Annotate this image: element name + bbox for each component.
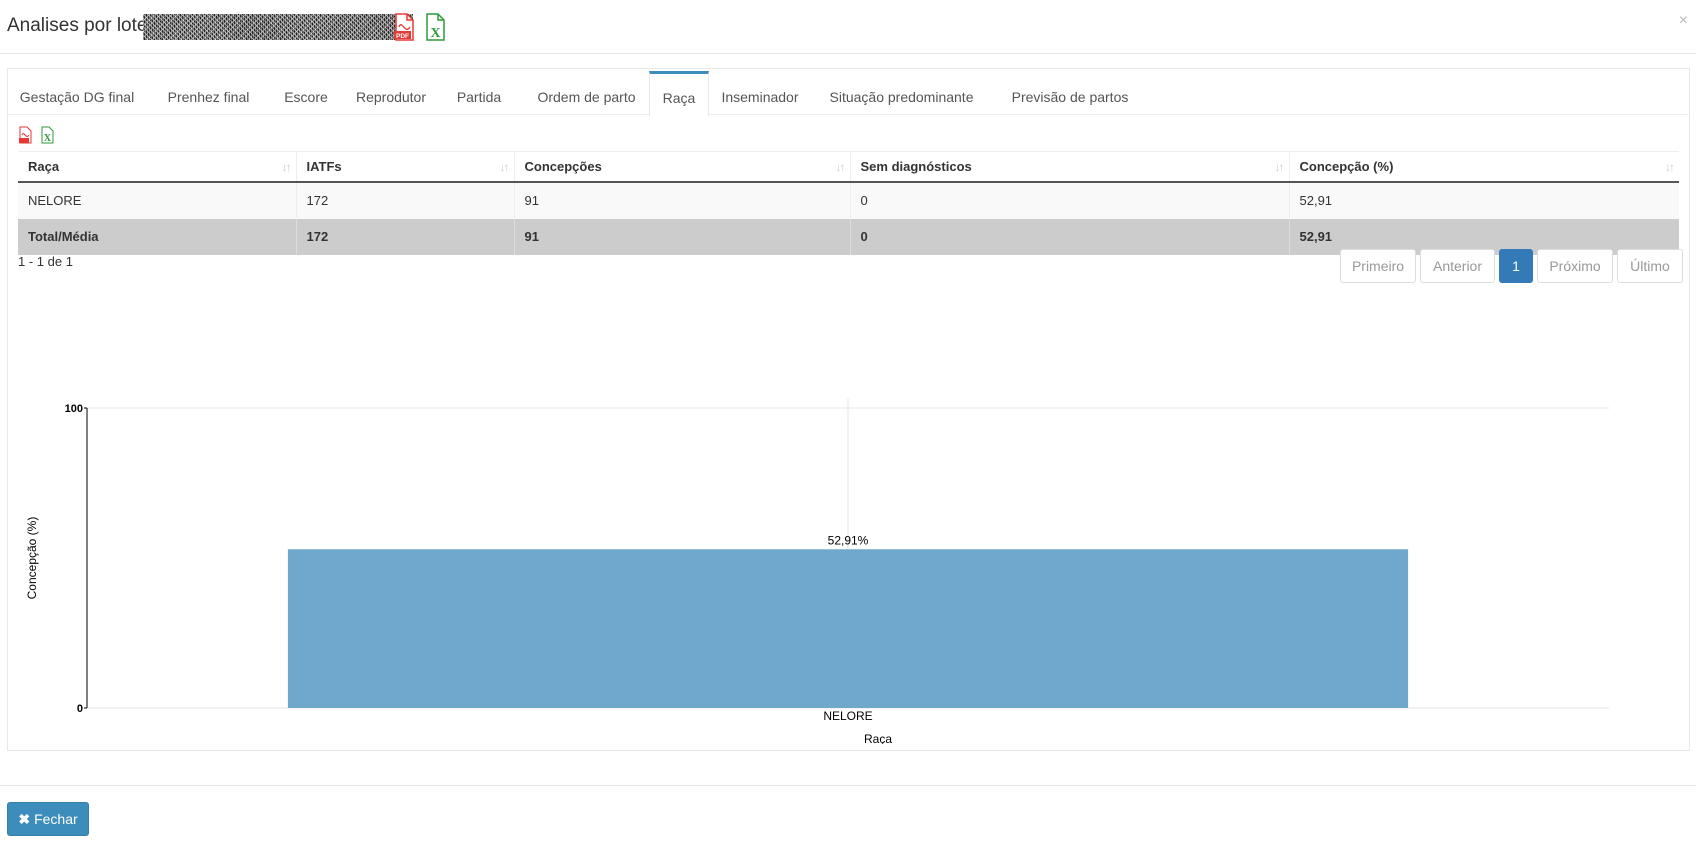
tab-inseminador[interactable]: Inseminador: [721, 89, 799, 105]
table-row: NELORE 172 91 0 52,91: [18, 181, 1679, 219]
table-total-row: Total/Média 172 91 0 52,91: [18, 218, 1679, 255]
page-prev-button[interactable]: Anterior: [1420, 249, 1495, 283]
col-header-label: Raça: [28, 158, 60, 174]
table-pdf-icon[interactable]: [18, 126, 32, 144]
redacted-lot-name: [143, 14, 413, 40]
svg-text:PDF: PDF: [396, 33, 409, 40]
cell-concepcoes: 91: [513, 181, 850, 219]
sort-icon[interactable]: ↓↑: [1665, 160, 1675, 174]
y-tick-label: 100: [65, 403, 83, 415]
excel-file-icon[interactable]: X: [424, 13, 446, 41]
bar-nelore[interactable]: [287, 549, 1409, 708]
svg-text:X: X: [44, 133, 52, 144]
page-first-button[interactable]: Primeiro: [1340, 249, 1416, 283]
tab-partida[interactable]: Partida: [456, 89, 502, 105]
col-header-concepcoes[interactable]: Concepções ↓↑: [513, 151, 850, 183]
table-excel-icon[interactable]: X: [40, 126, 54, 144]
col-header-label: Concepção (%): [1299, 158, 1394, 174]
col-header-label: Sem diagnósticos: [860, 158, 972, 174]
tab-prenhez-final[interactable]: Prenhez final: [167, 89, 250, 105]
pdf-file-icon[interactable]: PDF: [393, 13, 415, 41]
tab-ordem-de-parto[interactable]: Ordem de parto: [537, 89, 636, 105]
total-sem-diagnosticos: 0: [849, 218, 1289, 255]
cell-concepcao-pct: 52,91: [1288, 181, 1679, 219]
tab-bar: Gestação DG final Prenhez final Escore R…: [8, 71, 1689, 116]
col-header-label: Concepções: [524, 158, 602, 174]
sort-icon[interactable]: ↓↑: [1274, 160, 1285, 174]
chart-bars: 52,91%: [287, 533, 1409, 708]
col-header-iatfs[interactable]: IATFs ↓↑: [295, 151, 514, 183]
tab-escore[interactable]: Escore: [284, 89, 328, 105]
close-icon[interactable]: ×: [1678, 12, 1688, 29]
cell-iatfs: 172: [295, 181, 514, 219]
bar-value-label: 52,91%: [828, 533, 869, 547]
sort-icon[interactable]: ↓↑: [499, 160, 510, 174]
col-header-sem-diagnosticos[interactable]: Sem diagnósticos ↓↑: [849, 151, 1289, 183]
close-button[interactable]: ✖ Fechar: [7, 802, 89, 836]
page-next-button[interactable]: Próximo: [1537, 249, 1613, 283]
total-concepcao-pct: 52,91: [1288, 218, 1679, 255]
total-label: Total/Média: [18, 218, 296, 255]
y-axis-label: Concepção (%): [25, 517, 39, 600]
sort-icon[interactable]: ↓↑: [281, 160, 292, 174]
x-axis-label: Raça: [864, 732, 892, 744]
col-header-label: IATFs: [306, 158, 342, 174]
chart-axes: NELORE 0 100: [65, 403, 873, 723]
x-tick-label: NELORE: [823, 709, 872, 723]
table-header-row: Raça ↓↑ IATFs ↓↑ Concepções ↓↑ Sem diagnóst…: [18, 151, 1679, 183]
total-iatfs: 172: [295, 218, 514, 255]
page-current-button[interactable]: 1: [1499, 249, 1533, 283]
tab-reprodutor[interactable]: Reprodutor: [355, 89, 427, 105]
tab-panel: Gestação DG final Prenhez final Escore R…: [7, 68, 1690, 751]
cell-raca: NELORE: [18, 181, 296, 219]
tab-situacao-predominante[interactable]: Situação predominante: [829, 89, 974, 105]
tab-raca[interactable]: Raça: [649, 71, 709, 116]
close-button-icon: ✖: [18, 811, 31, 827]
pagination-info: 1 - 1 de 1: [18, 254, 73, 269]
close-button-label: Fechar: [34, 811, 78, 827]
tab-gestacao-dg-final[interactable]: Gestação DG final: [19, 89, 135, 105]
svg-text:X: X: [430, 26, 440, 41]
sort-icon[interactable]: ↓↑: [835, 160, 846, 174]
bar-chart: 52,91% NELORE 0 100 Concepção (%) Raça: [25, 398, 1609, 744]
col-header-raca[interactable]: Raça ↓↑: [18, 151, 296, 183]
modal-title: Analises por lotes: [7, 15, 157, 36]
col-header-concepcao-pct[interactable]: Concepção (%) ↓↑: [1288, 151, 1679, 183]
y-tick-label: 0: [77, 703, 83, 715]
page-last-button[interactable]: Último: [1617, 249, 1683, 283]
total-concepcoes: 91: [513, 218, 850, 255]
footer-divider: [0, 785, 1696, 786]
results-table: Raça ↓↑ IATFs ↓↑ Concepções ↓↑ Sem diagnóst…: [18, 151, 1679, 255]
cell-sem-diagnosticos: 0: [849, 181, 1289, 219]
tab-previsao-de-partos[interactable]: Previsão de partos: [1011, 89, 1129, 105]
modal-header: Analises por lotes PDF X ×: [0, 0, 1696, 54]
